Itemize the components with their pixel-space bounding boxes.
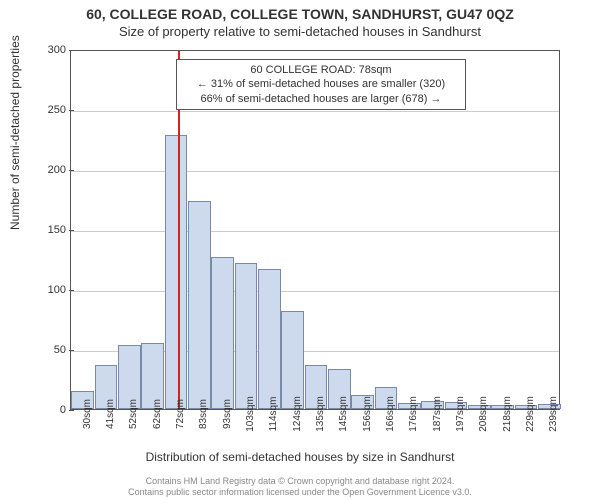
x-tick-label: 218sqm: [502, 396, 513, 432]
gridline: [71, 231, 559, 232]
x-tick-label: 166sqm: [385, 396, 396, 432]
x-tick-label: 72sqm: [175, 399, 186, 429]
plot-area: 60 COLLEGE ROAD: 78sqm ← 31% of semi-det…: [70, 50, 560, 410]
footer-line-1: Contains HM Land Registry data © Crown c…: [0, 476, 600, 487]
x-tick-label: 103sqm: [245, 396, 256, 432]
annotation-line-2: ← 31% of semi-detached houses are smalle…: [183, 77, 459, 91]
x-tick-label: 114sqm: [268, 397, 279, 432]
histogram-bar: [281, 311, 304, 409]
annotation-line-3: 66% of semi-detached houses are larger (…: [183, 92, 459, 106]
histogram-bar: [211, 257, 234, 409]
x-tick-label: 187sqm: [432, 396, 443, 432]
y-tick-label: 300: [44, 44, 66, 56]
y-tick-label: 250: [44, 104, 66, 116]
histogram-bar: [188, 201, 211, 409]
gridline: [71, 111, 559, 112]
page-subtitle: Size of property relative to semi-detach…: [0, 22, 600, 39]
y-tick-label: 200: [44, 164, 66, 176]
x-tick-label: 197sqm: [455, 396, 466, 432]
x-tick-label: 135sqm: [315, 396, 326, 432]
y-tick-label: 0: [44, 404, 66, 416]
gridline: [71, 291, 559, 292]
x-tick-label: 41sqm: [105, 399, 116, 429]
histogram-bar: [165, 135, 188, 409]
x-tick-label: 62sqm: [152, 399, 163, 429]
x-tick-label: 145sqm: [338, 396, 349, 432]
chart-container: 60, COLLEGE ROAD, COLLEGE TOWN, SANDHURS…: [0, 0, 600, 500]
x-tick-label: 229sqm: [525, 396, 536, 432]
x-tick-label: 208sqm: [478, 396, 489, 432]
x-tick-label: 156sqm: [362, 396, 373, 432]
x-axis-label: Distribution of semi-detached houses by …: [0, 450, 600, 464]
y-tick-label: 100: [44, 284, 66, 296]
x-tick-label: 176sqm: [408, 396, 419, 432]
y-axis-label: Number of semi-detached properties: [8, 35, 22, 230]
y-tick-label: 150: [44, 224, 66, 236]
x-tick-label: 93sqm: [222, 399, 233, 429]
annotation-line-1: 60 COLLEGE ROAD: 78sqm: [183, 63, 459, 77]
annotation-box: 60 COLLEGE ROAD: 78sqm ← 31% of semi-det…: [176, 59, 466, 110]
x-tick-label: 30sqm: [82, 399, 93, 429]
x-tick-label: 52sqm: [128, 399, 139, 429]
histogram-bar: [235, 263, 258, 409]
y-tick-label: 50: [44, 344, 66, 356]
gridline: [71, 171, 559, 172]
footer-line-3: Contains public sector information licen…: [0, 487, 600, 498]
x-tick-label: 239sqm: [548, 396, 559, 432]
histogram-bar: [258, 269, 281, 409]
footer-credits: Contains HM Land Registry data © Crown c…: [0, 476, 600, 498]
x-tick-label: 83sqm: [198, 399, 209, 429]
page-title: 60, COLLEGE ROAD, COLLEGE TOWN, SANDHURS…: [0, 0, 600, 22]
x-tick-label: 124sqm: [292, 396, 303, 432]
